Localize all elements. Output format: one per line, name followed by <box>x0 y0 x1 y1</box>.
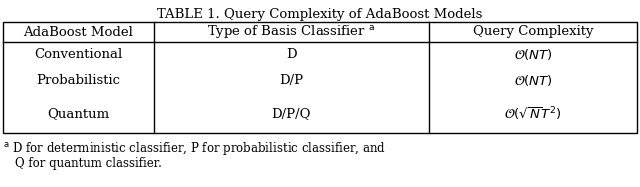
Text: $\mathcal{O}(NT)$: $\mathcal{O}(NT)$ <box>514 47 553 62</box>
Text: Type of Basis Classifier $^{\mathrm{a}}$: Type of Basis Classifier $^{\mathrm{a}}$ <box>207 24 376 41</box>
Text: $^{\mathrm{a}}$ D for deterministic classifier, P for probabilistic classifier, : $^{\mathrm{a}}$ D for deterministic clas… <box>3 140 386 157</box>
Text: Quantum: Quantum <box>47 108 109 120</box>
Text: AdaBoost Model: AdaBoost Model <box>23 25 133 39</box>
Text: $\mathcal{O}(NT)$: $\mathcal{O}(NT)$ <box>514 73 553 88</box>
Text: TABLE 1. Query Complexity of AdaBoost Models: TABLE 1. Query Complexity of AdaBoost Mo… <box>157 8 483 21</box>
Text: D/P: D/P <box>280 74 303 88</box>
Text: D: D <box>286 48 297 61</box>
Text: Query Complexity: Query Complexity <box>473 25 593 39</box>
Text: $\mathcal{O}(\sqrt{N}T^2)$: $\mathcal{O}(\sqrt{N}T^2)$ <box>504 105 562 122</box>
Text: D/P/Q: D/P/Q <box>272 108 311 120</box>
Text: Conventional: Conventional <box>34 48 122 61</box>
Text: Probabilistic: Probabilistic <box>36 74 120 88</box>
Text: Q for quantum classifier.: Q for quantum classifier. <box>15 157 162 170</box>
